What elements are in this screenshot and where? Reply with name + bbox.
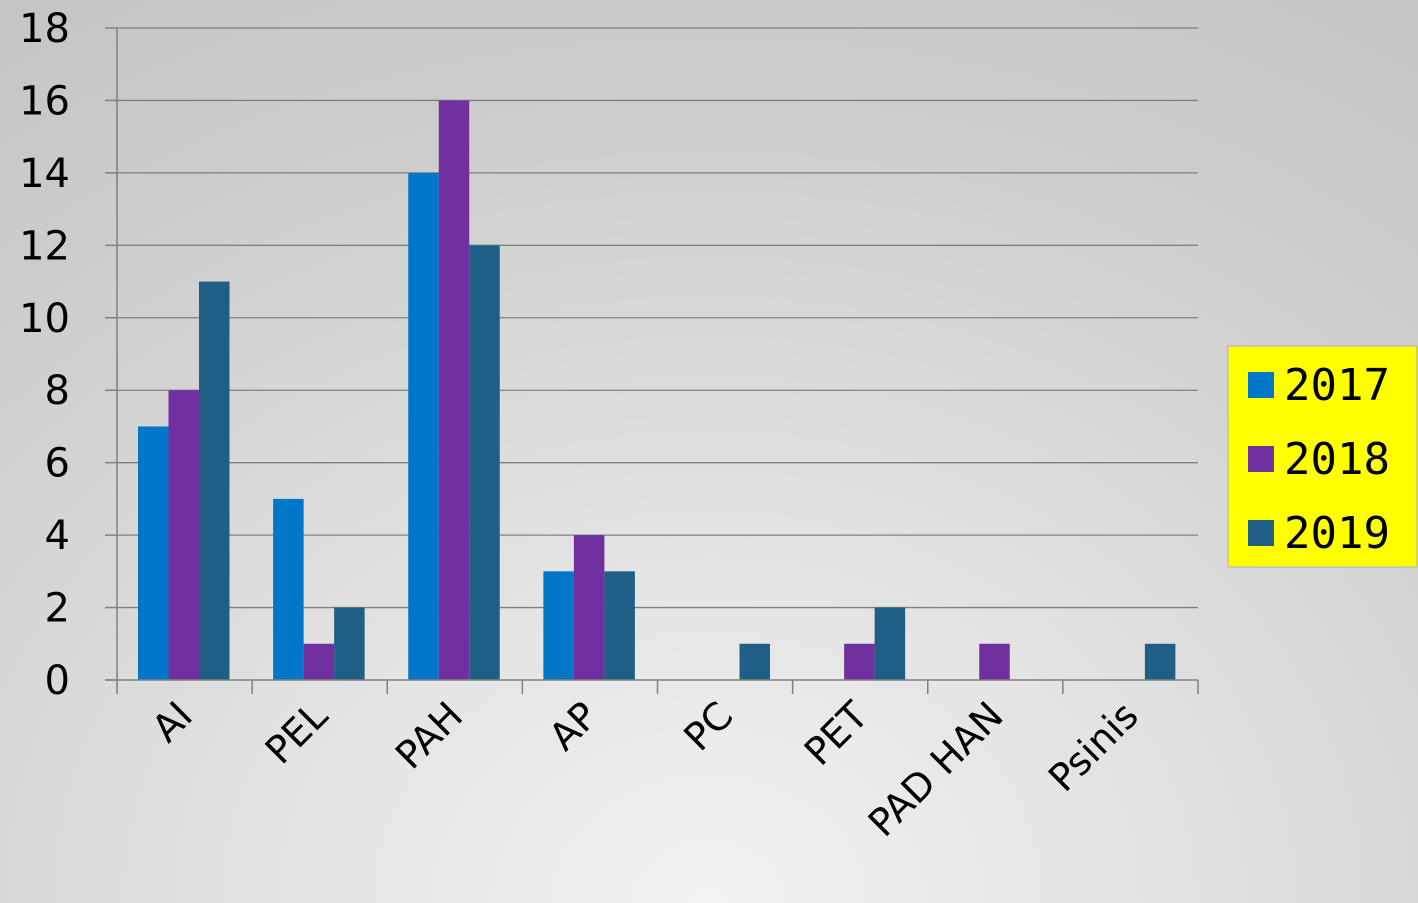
legend-label: 2018 <box>1284 434 1390 485</box>
legend-swatch-2017 <box>1248 372 1274 398</box>
bar-2017-pah <box>408 172 439 680</box>
bar-2017-pel <box>273 498 304 680</box>
bar-2019-pel <box>334 607 365 680</box>
legend-label: 2019 <box>1284 508 1390 559</box>
bar-2018-pel <box>303 643 335 680</box>
x-category-label: PAD HAN <box>860 693 1012 845</box>
bar-2018-pet <box>844 643 875 680</box>
y-tick-label: 12 <box>19 223 70 269</box>
y-tick-label: 0 <box>45 658 70 704</box>
legend-swatch-2018 <box>1248 446 1274 472</box>
y-tick-labels: 0 2 4 6 8 10 12 14 16 18 <box>19 6 70 704</box>
bar-2019-ai <box>199 281 230 680</box>
x-category-label: PET <box>796 693 877 774</box>
y-tick-label: 4 <box>45 513 70 559</box>
y-tick-label: 8 <box>45 368 70 414</box>
bar-2017-ai <box>138 426 169 680</box>
bar-2019-pet <box>874 607 906 680</box>
bar-2019-psinis <box>1144 643 1176 680</box>
y-tick-label: 10 <box>19 296 70 342</box>
legend-swatch-2019 <box>1248 520 1274 546</box>
y-tick-label: 6 <box>45 441 70 487</box>
bar-2018-ai <box>168 390 199 680</box>
bar-2018-ap <box>573 535 605 680</box>
y-tick-label: 18 <box>19 6 70 52</box>
y-tick-label: 14 <box>19 151 70 197</box>
bars <box>138 100 1176 681</box>
bar-2018-pad-han <box>979 643 1010 680</box>
legend-label: 2017 <box>1284 360 1390 411</box>
bar-2019-pc <box>739 643 770 680</box>
y-tick-label: 2 <box>45 586 70 632</box>
bar-2019-pah <box>469 245 500 681</box>
y-tick-label: 16 <box>19 78 70 124</box>
x-category-label: AI <box>144 693 201 750</box>
legend: 2017 2018 2019 <box>1227 345 1418 568</box>
bar-2018-pah <box>438 100 470 680</box>
x-category-label: PEL <box>257 693 336 772</box>
bar-2017-ap <box>543 571 574 680</box>
x-category-label: AP <box>541 693 607 759</box>
x-category-label: PAH <box>387 693 471 777</box>
x-category-label: Psinis <box>1040 693 1147 800</box>
bar-2019-ap <box>604 571 635 680</box>
axes <box>105 27 1199 694</box>
x-category-label: PC <box>675 693 741 759</box>
